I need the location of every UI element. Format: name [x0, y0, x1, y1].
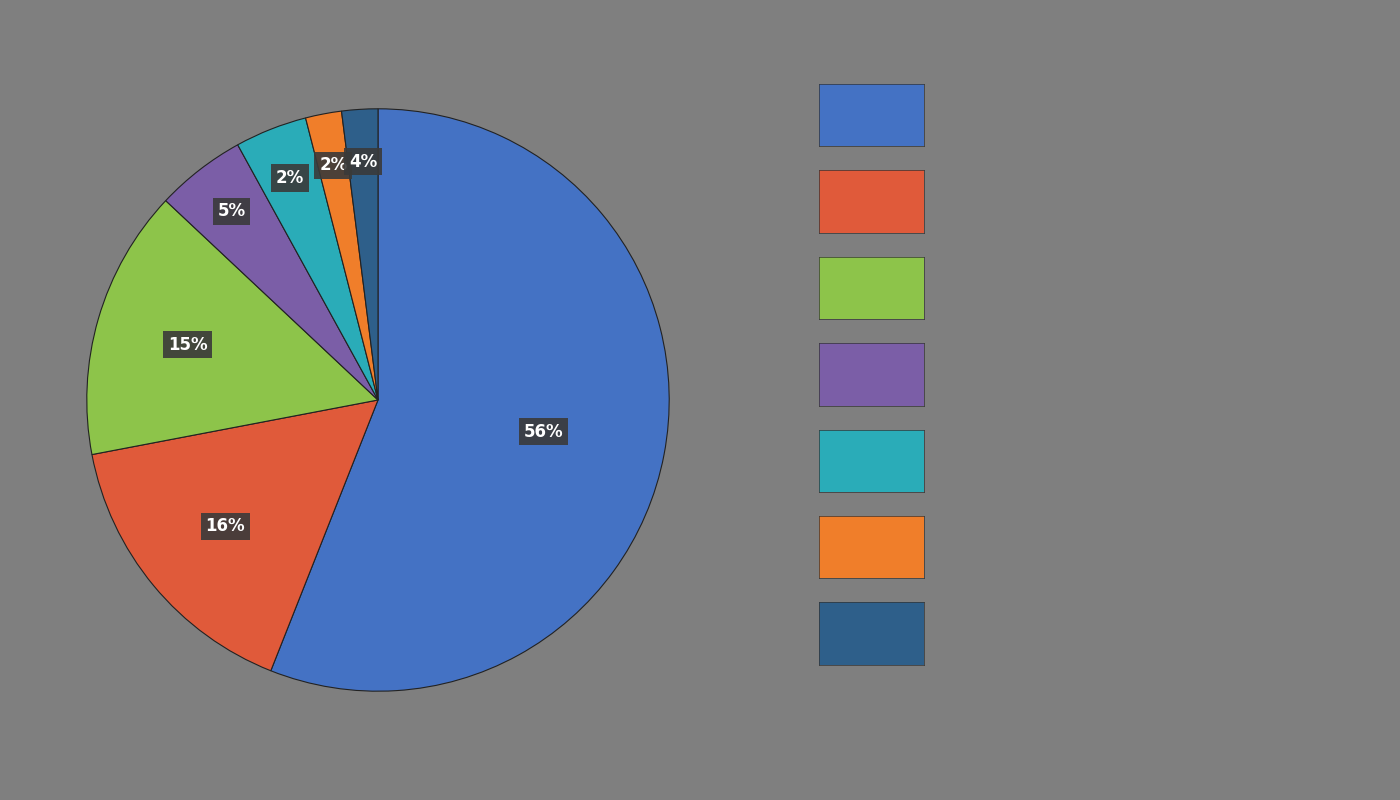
Wedge shape	[342, 109, 378, 400]
Wedge shape	[238, 118, 378, 400]
Wedge shape	[87, 201, 378, 454]
Text: 2%: 2%	[319, 157, 347, 174]
Text: 15%: 15%	[168, 336, 207, 354]
Wedge shape	[305, 111, 378, 400]
Text: 2%: 2%	[276, 169, 304, 187]
Text: 16%: 16%	[206, 518, 245, 535]
Text: 4%: 4%	[349, 153, 377, 170]
Wedge shape	[92, 400, 378, 670]
Wedge shape	[165, 145, 378, 400]
Text: 56%: 56%	[524, 422, 564, 441]
Wedge shape	[270, 109, 669, 691]
Text: 5%: 5%	[217, 202, 246, 220]
